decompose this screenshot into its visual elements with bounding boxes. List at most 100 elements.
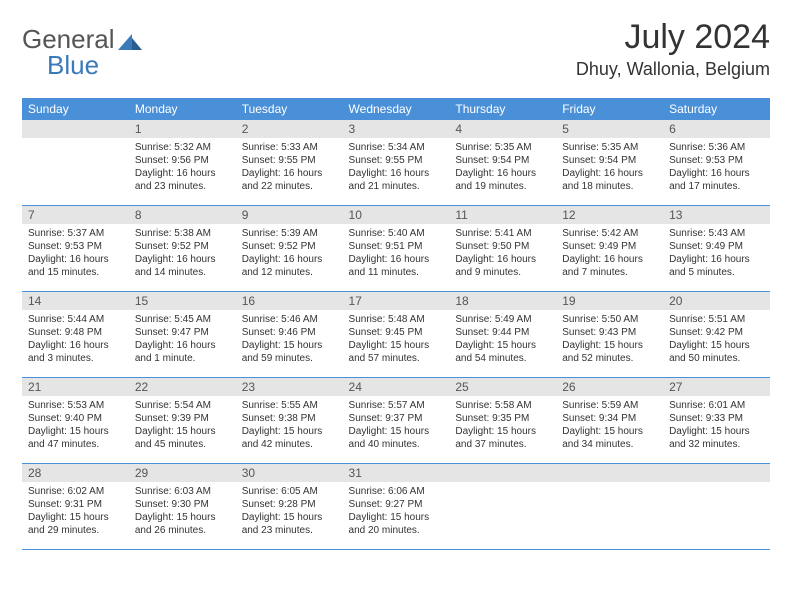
- day-data: Sunrise: 5:58 AMSunset: 9:35 PMDaylight:…: [449, 396, 556, 455]
- day-data: Sunrise: 6:02 AMSunset: 9:31 PMDaylight:…: [22, 482, 129, 541]
- day-data: Sunrise: 5:46 AMSunset: 9:46 PMDaylight:…: [236, 310, 343, 369]
- day-number: 27: [663, 378, 770, 396]
- day-number: 23: [236, 378, 343, 396]
- weekday-header-row: SundayMondayTuesdayWednesdayThursdayFrid…: [22, 98, 770, 120]
- calendar-row: 21Sunrise: 5:53 AMSunset: 9:40 PMDayligh…: [22, 378, 770, 464]
- day-number: 15: [129, 292, 236, 310]
- day-data: Sunrise: 5:38 AMSunset: 9:52 PMDaylight:…: [129, 224, 236, 283]
- day-data: Sunrise: 5:42 AMSunset: 9:49 PMDaylight:…: [556, 224, 663, 283]
- brand-part2: Blue: [47, 50, 99, 81]
- day-number: 24: [343, 378, 450, 396]
- day-number: 10: [343, 206, 450, 224]
- day-data: Sunrise: 5:53 AMSunset: 9:40 PMDaylight:…: [22, 396, 129, 455]
- calendar-cell: 19Sunrise: 5:50 AMSunset: 9:43 PMDayligh…: [556, 292, 663, 378]
- day-number: 31: [343, 464, 450, 482]
- calendar-cell: 30Sunrise: 6:05 AMSunset: 9:28 PMDayligh…: [236, 464, 343, 550]
- calendar-cell: [22, 120, 129, 206]
- day-number: 29: [129, 464, 236, 482]
- day-data: Sunrise: 5:39 AMSunset: 9:52 PMDaylight:…: [236, 224, 343, 283]
- calendar-cell: 17Sunrise: 5:48 AMSunset: 9:45 PMDayligh…: [343, 292, 450, 378]
- day-number: 12: [556, 206, 663, 224]
- weekday-header: Wednesday: [343, 98, 450, 120]
- calendar-cell: 10Sunrise: 5:40 AMSunset: 9:51 PMDayligh…: [343, 206, 450, 292]
- day-data: Sunrise: 5:40 AMSunset: 9:51 PMDaylight:…: [343, 224, 450, 283]
- day-data: Sunrise: 6:06 AMSunset: 9:27 PMDaylight:…: [343, 482, 450, 541]
- calendar-cell: 26Sunrise: 5:59 AMSunset: 9:34 PMDayligh…: [556, 378, 663, 464]
- day-number: 28: [22, 464, 129, 482]
- calendar-cell: 24Sunrise: 5:57 AMSunset: 9:37 PMDayligh…: [343, 378, 450, 464]
- day-number: 7: [22, 206, 129, 224]
- day-number: 30: [236, 464, 343, 482]
- calendar-cell: 25Sunrise: 5:58 AMSunset: 9:35 PMDayligh…: [449, 378, 556, 464]
- calendar-cell: [556, 464, 663, 550]
- day-number: 17: [343, 292, 450, 310]
- calendar-cell: 14Sunrise: 5:44 AMSunset: 9:48 PMDayligh…: [22, 292, 129, 378]
- day-number: 19: [556, 292, 663, 310]
- day-number: 8: [129, 206, 236, 224]
- calendar-cell: 9Sunrise: 5:39 AMSunset: 9:52 PMDaylight…: [236, 206, 343, 292]
- location-subtitle: Dhuy, Wallonia, Belgium: [576, 59, 770, 80]
- day-number: 2: [236, 120, 343, 138]
- calendar-cell: 7Sunrise: 5:37 AMSunset: 9:53 PMDaylight…: [22, 206, 129, 292]
- day-number: 18: [449, 292, 556, 310]
- day-number: [22, 120, 129, 138]
- day-data: Sunrise: 5:55 AMSunset: 9:38 PMDaylight:…: [236, 396, 343, 455]
- calendar-row: 14Sunrise: 5:44 AMSunset: 9:48 PMDayligh…: [22, 292, 770, 378]
- calendar-cell: 3Sunrise: 5:34 AMSunset: 9:55 PMDaylight…: [343, 120, 450, 206]
- day-number: 21: [22, 378, 129, 396]
- day-number: 9: [236, 206, 343, 224]
- day-data: Sunrise: 5:50 AMSunset: 9:43 PMDaylight:…: [556, 310, 663, 369]
- day-number: 26: [556, 378, 663, 396]
- day-number: 4: [449, 120, 556, 138]
- day-data: Sunrise: 5:36 AMSunset: 9:53 PMDaylight:…: [663, 138, 770, 197]
- day-data: Sunrise: 5:37 AMSunset: 9:53 PMDaylight:…: [22, 224, 129, 283]
- calendar-cell: 8Sunrise: 5:38 AMSunset: 9:52 PMDaylight…: [129, 206, 236, 292]
- title-block: July 2024 Dhuy, Wallonia, Belgium: [576, 18, 770, 80]
- header: General July 2024 Dhuy, Wallonia, Belgiu…: [22, 18, 770, 80]
- calendar-body: 1Sunrise: 5:32 AMSunset: 9:56 PMDaylight…: [22, 120, 770, 550]
- weekday-header: Sunday: [22, 98, 129, 120]
- weekday-header: Tuesday: [236, 98, 343, 120]
- day-data: Sunrise: 5:54 AMSunset: 9:39 PMDaylight:…: [129, 396, 236, 455]
- calendar-table: SundayMondayTuesdayWednesdayThursdayFrid…: [22, 98, 770, 550]
- day-number: 25: [449, 378, 556, 396]
- weekday-header: Monday: [129, 98, 236, 120]
- calendar-cell: 11Sunrise: 5:41 AMSunset: 9:50 PMDayligh…: [449, 206, 556, 292]
- page-title: July 2024: [576, 18, 770, 57]
- day-number: 6: [663, 120, 770, 138]
- day-number: 11: [449, 206, 556, 224]
- day-data: Sunrise: 5:49 AMSunset: 9:44 PMDaylight:…: [449, 310, 556, 369]
- calendar-cell: [663, 464, 770, 550]
- calendar-cell: [449, 464, 556, 550]
- calendar-cell: 20Sunrise: 5:51 AMSunset: 9:42 PMDayligh…: [663, 292, 770, 378]
- calendar-cell: 13Sunrise: 5:43 AMSunset: 9:49 PMDayligh…: [663, 206, 770, 292]
- day-data: Sunrise: 5:45 AMSunset: 9:47 PMDaylight:…: [129, 310, 236, 369]
- day-number: 1: [129, 120, 236, 138]
- weekday-header: Friday: [556, 98, 663, 120]
- calendar-row: 7Sunrise: 5:37 AMSunset: 9:53 PMDaylight…: [22, 206, 770, 292]
- brand-triangle-icon: [118, 26, 142, 42]
- calendar-cell: 1Sunrise: 5:32 AMSunset: 9:56 PMDaylight…: [129, 120, 236, 206]
- day-data: Sunrise: 5:44 AMSunset: 9:48 PMDaylight:…: [22, 310, 129, 369]
- calendar-cell: 4Sunrise: 5:35 AMSunset: 9:54 PMDaylight…: [449, 120, 556, 206]
- weekday-header: Saturday: [663, 98, 770, 120]
- day-data: Sunrise: 5:59 AMSunset: 9:34 PMDaylight:…: [556, 396, 663, 455]
- day-number: 22: [129, 378, 236, 396]
- calendar-cell: 22Sunrise: 5:54 AMSunset: 9:39 PMDayligh…: [129, 378, 236, 464]
- day-number: 3: [343, 120, 450, 138]
- day-data: Sunrise: 6:01 AMSunset: 9:33 PMDaylight:…: [663, 396, 770, 455]
- calendar-cell: 29Sunrise: 6:03 AMSunset: 9:30 PMDayligh…: [129, 464, 236, 550]
- calendar-row: 1Sunrise: 5:32 AMSunset: 9:56 PMDaylight…: [22, 120, 770, 206]
- calendar-cell: 28Sunrise: 6:02 AMSunset: 9:31 PMDayligh…: [22, 464, 129, 550]
- day-data: Sunrise: 6:05 AMSunset: 9:28 PMDaylight:…: [236, 482, 343, 541]
- calendar-cell: 18Sunrise: 5:49 AMSunset: 9:44 PMDayligh…: [449, 292, 556, 378]
- day-data: Sunrise: 5:35 AMSunset: 9:54 PMDaylight:…: [449, 138, 556, 197]
- day-data: Sunrise: 5:34 AMSunset: 9:55 PMDaylight:…: [343, 138, 450, 197]
- calendar-cell: 31Sunrise: 6:06 AMSunset: 9:27 PMDayligh…: [343, 464, 450, 550]
- day-data: Sunrise: 5:32 AMSunset: 9:56 PMDaylight:…: [129, 138, 236, 197]
- day-data: Sunrise: 5:57 AMSunset: 9:37 PMDaylight:…: [343, 396, 450, 455]
- day-data: Sunrise: 5:43 AMSunset: 9:49 PMDaylight:…: [663, 224, 770, 283]
- calendar-cell: 15Sunrise: 5:45 AMSunset: 9:47 PMDayligh…: [129, 292, 236, 378]
- day-number: 5: [556, 120, 663, 138]
- calendar-cell: 27Sunrise: 6:01 AMSunset: 9:33 PMDayligh…: [663, 378, 770, 464]
